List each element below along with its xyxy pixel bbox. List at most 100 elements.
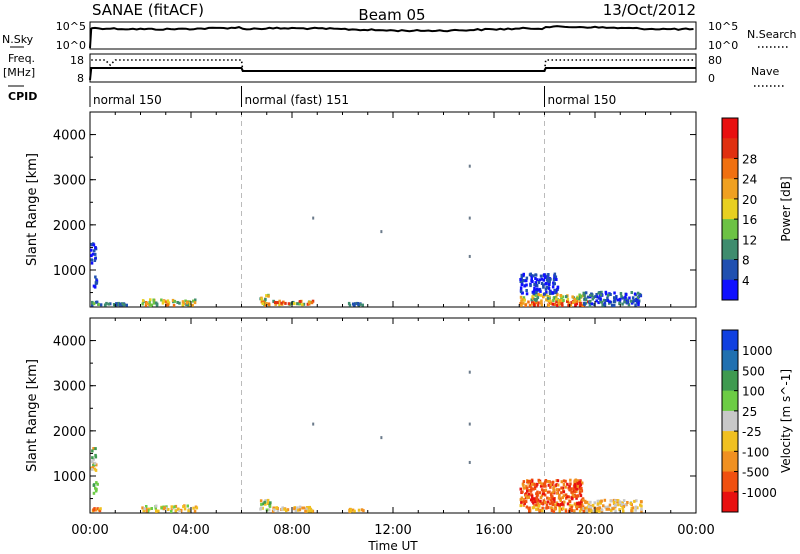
- data-cell: [272, 506, 275, 510]
- data-cell: [614, 499, 617, 503]
- data-cell: [310, 509, 314, 513]
- data-cell: [524, 494, 527, 498]
- data-cell: [170, 510, 173, 513]
- nave-label: Nave: [751, 65, 779, 78]
- panel-frame: [89, 317, 697, 514]
- data-cell: [634, 505, 638, 509]
- data-cell: [92, 483, 96, 487]
- data-cell: [552, 497, 555, 501]
- beam-title: Beam 05: [358, 6, 425, 24]
- data-cell: [631, 296, 635, 300]
- data-cell: [103, 303, 107, 307]
- data-cell: [550, 498, 553, 502]
- data-cell: [593, 501, 596, 505]
- data-cell: [536, 507, 540, 511]
- data-cell: [582, 509, 585, 513]
- data-cell: [625, 292, 628, 296]
- data-cell: [534, 281, 537, 285]
- nave-tick-top: 80: [708, 54, 722, 67]
- data-cell: [533, 303, 536, 307]
- data-cell: [265, 302, 268, 305]
- data-cell: [622, 499, 626, 503]
- data-cell: [556, 503, 560, 506]
- data-cell: [183, 507, 187, 511]
- data-cell: [566, 482, 569, 486]
- data-cell: [97, 303, 100, 306]
- data-cell: [628, 296, 631, 300]
- data-cell: [562, 507, 565, 511]
- data-cell: [532, 290, 536, 294]
- colorbar-tick-label: -25: [742, 425, 762, 439]
- colorbar-cell: [722, 451, 738, 473]
- data-cell: [181, 303, 185, 307]
- data-cell: [267, 508, 271, 512]
- y-tick-label: 2000: [53, 425, 86, 440]
- data-cell: [591, 297, 595, 301]
- data-cell: [141, 299, 145, 303]
- data-cell: [637, 301, 640, 305]
- data-cell: [629, 502, 632, 505]
- colorbar-cell: [722, 330, 738, 351]
- data-cell: [629, 299, 633, 303]
- data-cell: [180, 508, 183, 512]
- data-cell: [558, 493, 561, 497]
- data-cell: [561, 496, 564, 500]
- power-panel: 1000 2000 3000 4000 Slant Range [km]: [25, 111, 697, 308]
- data-cell: [597, 291, 600, 295]
- sparse-cell: [468, 370, 471, 374]
- data-cell: [581, 481, 584, 485]
- data-cell: [154, 506, 157, 510]
- data-cell: [261, 506, 264, 510]
- data-cell: [268, 504, 272, 508]
- data-cell: [96, 507, 99, 511]
- data-cell: [606, 293, 610, 297]
- data-cell: [560, 486, 563, 490]
- data-cell: [556, 293, 559, 297]
- data-cell: [637, 299, 641, 303]
- data-cell: [599, 297, 602, 301]
- data-cell: [546, 490, 550, 494]
- data-cell: [621, 501, 624, 505]
- data-cell: [163, 506, 166, 510]
- data-cell: [553, 507, 557, 511]
- data-cell: [148, 300, 151, 304]
- data-cell: [567, 495, 571, 499]
- data-cell: [535, 291, 538, 294]
- data-cell: [605, 292, 608, 296]
- data-cell: [551, 481, 554, 485]
- data-cell: [520, 303, 523, 307]
- data-cell: [621, 506, 625, 510]
- data-cell: [552, 278, 556, 282]
- data-cell: [533, 497, 536, 501]
- colorbar-label: Velocity [m s^-1]: [779, 369, 793, 473]
- data-cell: [567, 301, 570, 305]
- data-cell: [556, 479, 560, 483]
- data-cell: [358, 302, 362, 306]
- colorbar-cell: [722, 259, 738, 281]
- data-cell: [589, 299, 592, 303]
- data-cell: [578, 293, 581, 297]
- data-cell: [561, 486, 565, 490]
- data-cell: [540, 482, 543, 486]
- data-cell: [276, 509, 280, 512]
- data-cell: [581, 505, 585, 509]
- data-cell: [553, 302, 557, 306]
- data-cell: [555, 289, 558, 293]
- data-cell: [99, 303, 103, 307]
- data-cell: [586, 508, 590, 512]
- data-cell: [160, 506, 163, 510]
- nsky-line: [89, 25, 694, 49]
- data-cell: [530, 279, 533, 283]
- freq-label: Freq.: [8, 52, 35, 65]
- data-cell: [619, 292, 623, 295]
- data-cell: [551, 302, 555, 306]
- y-axis-label: Slant Range [km]: [25, 359, 40, 472]
- data-cell: [585, 509, 588, 513]
- data-cell: [593, 303, 596, 306]
- data-cell: [547, 304, 550, 307]
- data-cell: [152, 298, 155, 302]
- data-cell: [608, 503, 612, 507]
- data-cell: [572, 487, 576, 491]
- data-cell: [555, 483, 558, 487]
- data-cell: [528, 303, 532, 307]
